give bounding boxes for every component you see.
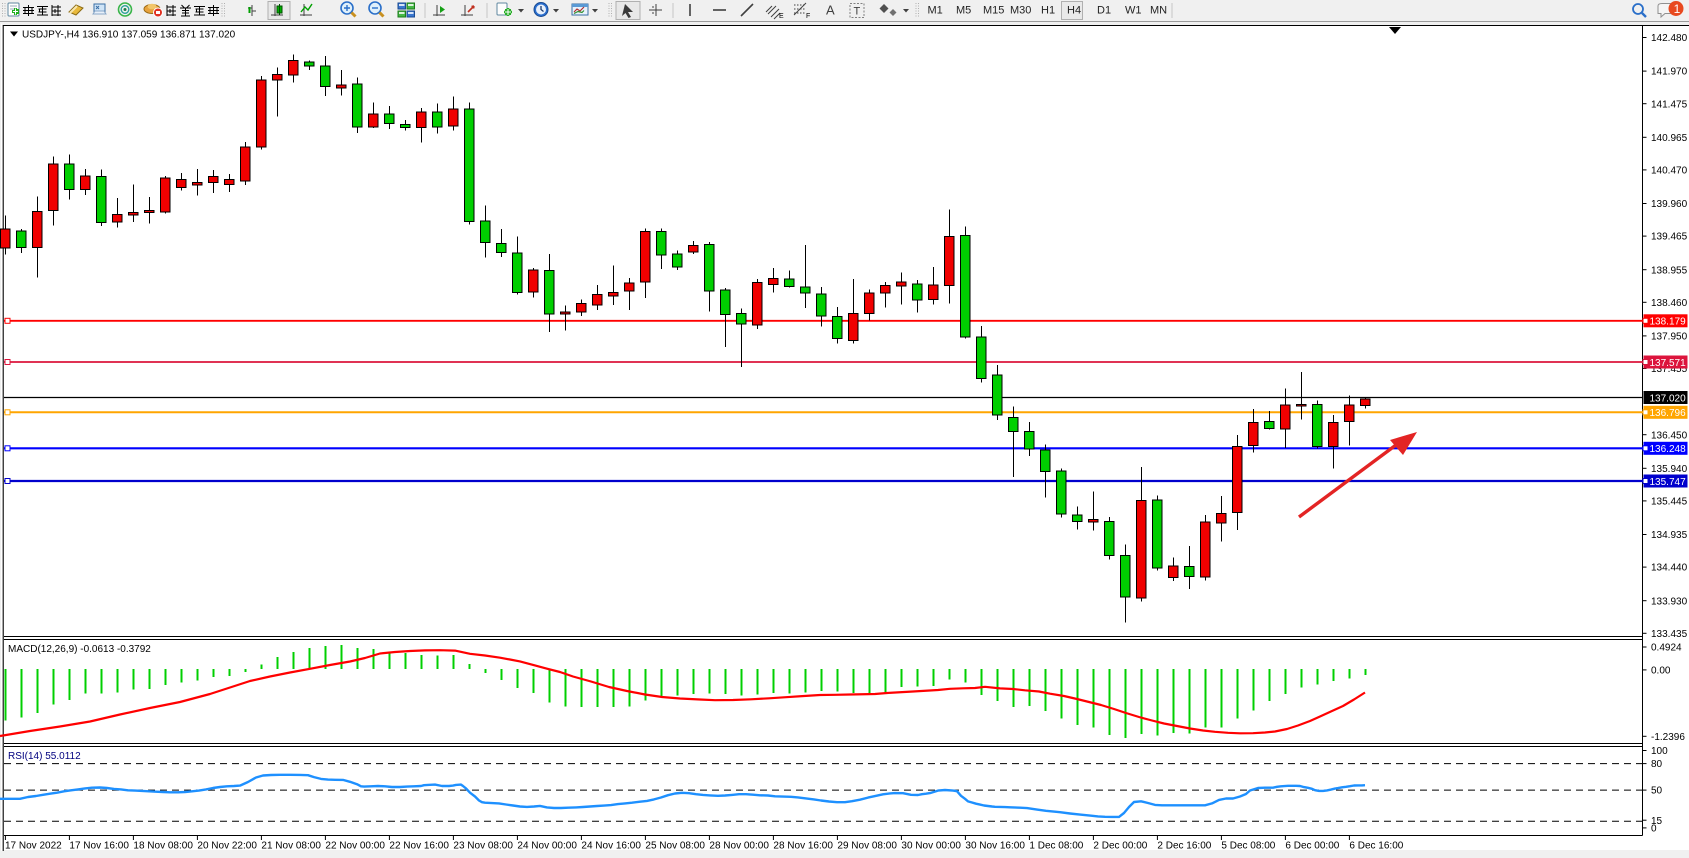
svg-text:0: 0: [1651, 824, 1657, 835]
svg-text:T: T: [854, 6, 861, 18]
svg-text:A: A: [826, 3, 835, 18]
svg-text:136.796: 136.796: [1650, 408, 1687, 419]
svg-text:25 Nov 08:00: 25 Nov 08:00: [645, 841, 705, 852]
svg-text:28 Nov 16:00: 28 Nov 16:00: [773, 841, 833, 852]
svg-text:1 Dec 08:00: 1 Dec 08:00: [1029, 841, 1083, 852]
svg-text:6 Dec 16:00: 6 Dec 16:00: [1349, 841, 1403, 852]
svg-text:22 Nov 16:00: 22 Nov 16:00: [389, 841, 449, 852]
svg-text:M30: M30: [1010, 5, 1031, 17]
svg-text:22 Nov 00:00: 22 Nov 00:00: [325, 841, 385, 852]
svg-text:139.960: 139.960: [1651, 199, 1688, 210]
svg-text:133.435: 133.435: [1651, 629, 1688, 640]
svg-text:138.179: 138.179: [1650, 317, 1687, 328]
svg-text:-1.2396: -1.2396: [1651, 732, 1685, 743]
svg-text:137.020: 137.020: [1650, 393, 1687, 404]
svg-text:140.470: 140.470: [1651, 166, 1688, 177]
svg-text:135.445: 135.445: [1651, 497, 1688, 508]
svg-text:0.00: 0.00: [1651, 666, 1671, 677]
svg-text:2 Dec 00:00: 2 Dec 00:00: [1093, 841, 1147, 852]
svg-text:6 Dec 00:00: 6 Dec 00:00: [1285, 841, 1339, 852]
svg-text:30 Nov 16:00: 30 Nov 16:00: [965, 841, 1025, 852]
svg-text:138.460: 138.460: [1651, 298, 1688, 309]
svg-text:M15: M15: [983, 5, 1004, 17]
svg-text:28 Nov 00:00: 28 Nov 00:00: [709, 841, 769, 852]
svg-text:23 Nov 08:00: 23 Nov 08:00: [453, 841, 513, 852]
svg-text:141.970: 141.970: [1651, 67, 1688, 78]
svg-text:141.475: 141.475: [1651, 99, 1688, 110]
svg-text:15: 15: [1651, 816, 1663, 827]
svg-text:W1: W1: [1125, 5, 1142, 17]
svg-text:137.950: 137.950: [1651, 332, 1688, 343]
svg-text:134.935: 134.935: [1651, 530, 1688, 541]
svg-text:80: 80: [1651, 759, 1663, 770]
svg-text:H4: H4: [1067, 5, 1081, 17]
svg-text:20 Nov 22:00: 20 Nov 22:00: [197, 841, 257, 852]
svg-text:50: 50: [1651, 786, 1663, 797]
svg-text:0.4924: 0.4924: [1651, 643, 1682, 654]
svg-text:100: 100: [1651, 746, 1668, 757]
svg-text:138.955: 138.955: [1651, 265, 1688, 276]
svg-text:29 Nov 08:00: 29 Nov 08:00: [837, 841, 897, 852]
svg-text:135.940: 135.940: [1651, 464, 1688, 475]
svg-text:MACD(12,26,9) -0.0613 -0.3792: MACD(12,26,9) -0.0613 -0.3792: [8, 644, 151, 655]
svg-text:21 Nov 08:00: 21 Nov 08:00: [261, 841, 321, 852]
svg-text:F: F: [806, 13, 810, 20]
svg-text:17 Nov 16:00: 17 Nov 16:00: [69, 841, 129, 852]
svg-text:17 Nov 2022: 17 Nov 2022: [5, 841, 62, 852]
svg-text:1: 1: [1674, 2, 1681, 16]
svg-text:USDJPY-,H4 136.910 137.059 13: USDJPY-,H4 136.910 137.059 136.871 137.0…: [22, 30, 236, 41]
svg-text:30 Nov 00:00: 30 Nov 00:00: [901, 841, 961, 852]
svg-text:133.930: 133.930: [1651, 596, 1688, 607]
svg-text:137.571: 137.571: [1650, 358, 1687, 369]
svg-text:135.747: 135.747: [1650, 477, 1687, 488]
svg-text:142.480: 142.480: [1651, 33, 1688, 44]
svg-text:M1: M1: [928, 5, 943, 17]
svg-text:136.450: 136.450: [1651, 430, 1688, 441]
svg-text:139.465: 139.465: [1651, 232, 1688, 243]
svg-text:137.455: 137.455: [1651, 364, 1688, 375]
svg-text:5 Dec 08:00: 5 Dec 08:00: [1221, 841, 1275, 852]
svg-text:2 Dec 16:00: 2 Dec 16:00: [1157, 841, 1211, 852]
svg-text:MN: MN: [1150, 5, 1167, 17]
svg-text:D1: D1: [1097, 5, 1111, 17]
svg-text:E: E: [779, 13, 784, 20]
svg-text:134.440: 134.440: [1651, 563, 1688, 574]
svg-text:18 Nov 08:00: 18 Nov 08:00: [133, 841, 193, 852]
svg-text:140.965: 140.965: [1651, 133, 1688, 144]
svg-text:24 Nov 16:00: 24 Nov 16:00: [581, 841, 641, 852]
svg-text:M5: M5: [956, 5, 971, 17]
svg-text:24 Nov 00:00: 24 Nov 00:00: [517, 841, 577, 852]
svg-text:RSI(14) 55.0112: RSI(14) 55.0112: [8, 751, 81, 762]
svg-text:136.248: 136.248: [1650, 444, 1687, 455]
svg-text:H1: H1: [1041, 5, 1055, 17]
